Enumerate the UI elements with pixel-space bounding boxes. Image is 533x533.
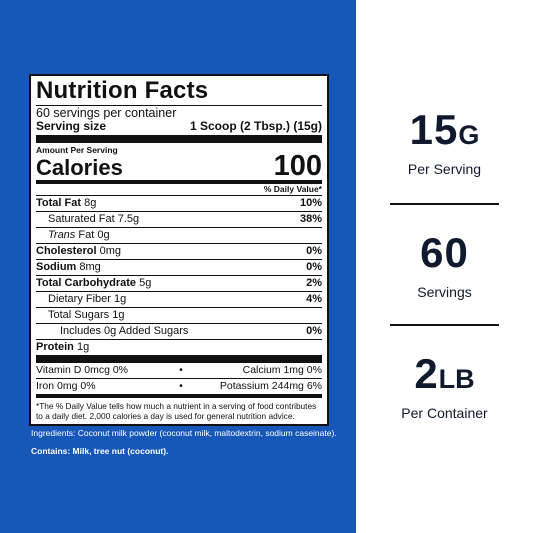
iron-text: Iron 0mg 0% xyxy=(36,380,96,392)
trans-fat-amount: 0g xyxy=(97,229,110,241)
serving-size-value: 1 Scoop (2 Tbsp.) (15g) xyxy=(189,119,322,133)
potassium-text: Potassium 244mg 6% xyxy=(219,380,322,392)
thick-rule xyxy=(36,135,322,143)
calories-label: Calories xyxy=(36,155,123,180)
saturated-fat-row: Saturated Fat 7.5g 38% xyxy=(36,211,322,227)
total-sugars-amount: 1g xyxy=(112,309,125,321)
stat-caption: Per Serving xyxy=(407,161,482,177)
total-carbohydrate-dv: 2% xyxy=(306,277,322,289)
total-sugars-label: Total Sugars xyxy=(48,309,110,321)
stat-protein: 15G Per Serving xyxy=(356,106,533,178)
total-carbohydrate-row: Total Carbohydrate 5g 2% xyxy=(36,275,322,291)
saturated-fat-label: Saturated Fat xyxy=(48,213,115,225)
trans-fat-label: Trans xyxy=(48,229,76,241)
cholesterol-dv: 0% xyxy=(306,245,322,257)
stat-caption: Per Container xyxy=(401,405,488,421)
total-fat-row: Total Fat 8g 10% xyxy=(36,195,322,211)
total-fat-label: Total Fat xyxy=(36,197,82,209)
medium-rule xyxy=(36,394,322,398)
thick-rule xyxy=(36,355,322,363)
dietary-fiber-label: Dietary Fiber xyxy=(48,293,111,305)
rule xyxy=(36,378,322,379)
label-title: Nutrition Facts xyxy=(36,77,209,104)
serving-size-row: Serving size 1 Scoop (2 Tbsp.) (15g) xyxy=(36,120,322,133)
bullet: • xyxy=(179,364,183,376)
stat-unit: LB xyxy=(438,364,475,394)
calories-row: Calories 100 xyxy=(36,150,322,182)
total-sugars-row: Total Sugars 1g xyxy=(36,307,322,323)
trans-fat-label-suffix: Fat xyxy=(78,229,95,241)
protein-amount: 1g xyxy=(76,341,90,353)
protein-row: Protein 1g xyxy=(36,339,322,355)
saturated-fat-amount: 7.5g xyxy=(117,213,140,225)
stat-value: 60 xyxy=(420,229,469,276)
rule xyxy=(36,105,322,106)
medium-rule xyxy=(36,180,322,184)
cholesterol-amount: 0mg xyxy=(99,245,121,257)
bullet: • xyxy=(179,380,183,392)
stat-value: 2 xyxy=(414,350,439,397)
stat-weight: 2LB Per Container xyxy=(356,350,533,422)
sodium-amount: 8mg xyxy=(79,261,101,273)
stat-caption: Servings xyxy=(417,284,472,300)
total-fat-dv: 10% xyxy=(299,197,322,209)
stat-divider xyxy=(390,203,499,205)
ingredients-text: Ingredients: Coconut milk powder (coconu… xyxy=(31,428,337,438)
sodium-dv: 0% xyxy=(306,261,322,273)
stat-servings: 60 Servings xyxy=(356,229,533,301)
vitamin-row: Vitamin D 0mcg 0% • Calcium 1mg 0% xyxy=(36,363,322,378)
amount-per-serving: Amount Per Serving xyxy=(36,145,118,155)
stat-unit: G xyxy=(458,120,480,150)
daily-value-footnote: *The % Daily Value tells how much a nutr… xyxy=(36,401,317,421)
dietary-fiber-dv: 4% xyxy=(306,293,322,305)
stat-divider xyxy=(390,324,499,326)
vitamin-d-text: Vitamin D 0mcg 0% xyxy=(36,364,129,376)
saturated-fat-dv: 38% xyxy=(299,213,322,225)
right-white-panel xyxy=(356,0,533,533)
sodium-label: Sodium xyxy=(36,261,77,273)
sodium-row: Sodium 8mg 0% xyxy=(36,259,322,275)
added-sugars-label: Includes 0g Added Sugars xyxy=(60,325,189,337)
cholesterol-label: Cholesterol xyxy=(36,245,97,257)
cholesterol-row: Cholesterol 0mg 0% xyxy=(36,243,322,259)
dietary-fiber-amount: 1g xyxy=(114,293,127,305)
total-carbohydrate-amount: 5g xyxy=(139,277,152,289)
nutrition-facts-label: Nutrition Facts 60 servings per containe… xyxy=(29,74,329,426)
stat-value: 15 xyxy=(409,106,459,153)
trans-fat-row: Trans Fat 0g xyxy=(36,227,322,243)
total-fat-amount: 8g xyxy=(84,197,97,209)
protein-label: Protein xyxy=(36,341,74,353)
added-sugars-dv: 0% xyxy=(306,325,322,337)
calcium-text: Calcium 1mg 0% xyxy=(242,364,322,376)
mineral-row: Iron 0mg 0% • Potassium 244mg 6% xyxy=(36,379,322,394)
serving-size-label: Serving size xyxy=(36,119,107,133)
total-carbohydrate-label: Total Carbohydrate xyxy=(36,277,137,289)
daily-value-header: % Daily Value* xyxy=(263,184,322,194)
dietary-fiber-row: Dietary Fiber 1g 4% xyxy=(36,291,322,307)
servings-per-container: 60 servings per container xyxy=(36,106,177,120)
calories-value: 100 xyxy=(273,150,322,182)
contains-text: Contains: Milk, tree nut (coconut). xyxy=(31,446,169,456)
added-sugars-row: Includes 0g Added Sugars 0% xyxy=(36,323,322,339)
